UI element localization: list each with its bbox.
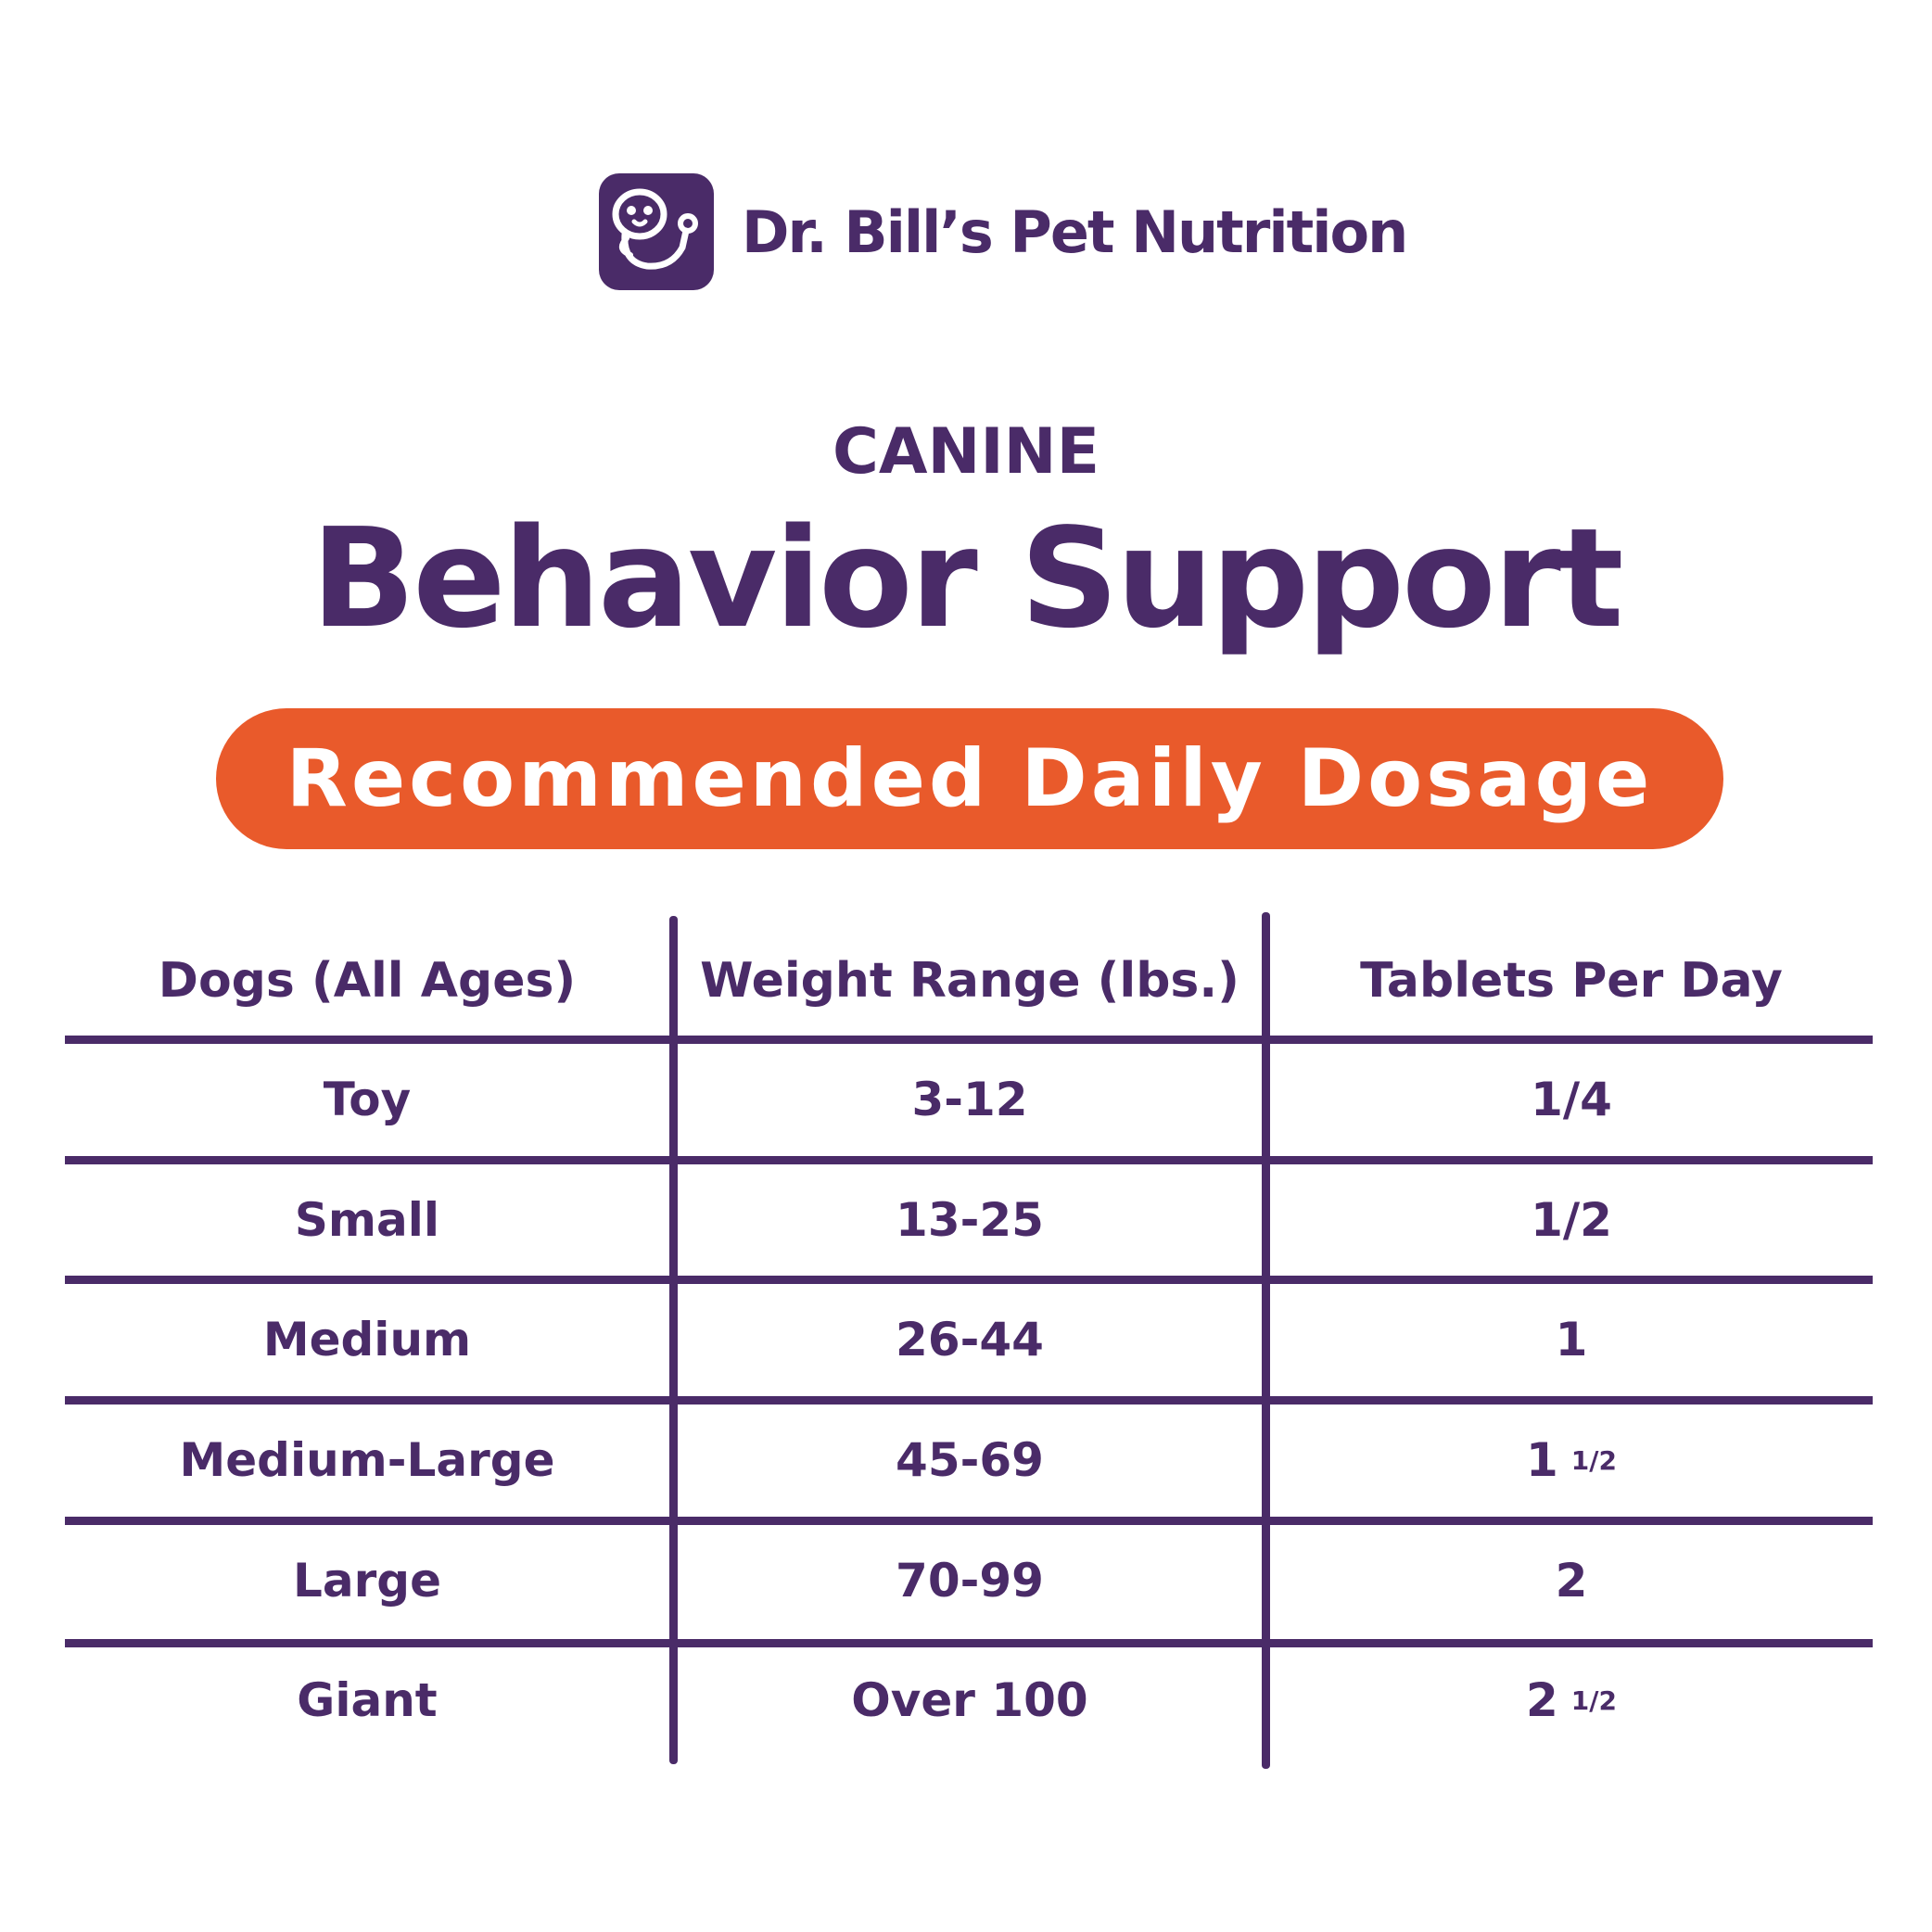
tablets-value: 2 (1526, 1673, 1558, 1727)
brand-name: Dr. Bill’s Pet Nutrition (742, 197, 1408, 266)
dog-size-cell: Toy (323, 1073, 412, 1126)
header-weight: Weight Range (lbs.) (700, 953, 1239, 1009)
tablets-fraction: 1/2 (1570, 1684, 1617, 1716)
tablets-value: 2 (1555, 1554, 1588, 1608)
tablets-value: 1 (1555, 1313, 1588, 1366)
column-divider (669, 916, 678, 1764)
tablets-cell: 2 1/2 (1270, 1645, 1873, 1756)
weight-range-cell: 45-69 (896, 1433, 1044, 1487)
row-divider (65, 1517, 1873, 1525)
tablets-value: 1 (1526, 1433, 1558, 1487)
dog-size-cell: Medium (262, 1313, 472, 1366)
header-dogs: Dogs (All Ages) (158, 953, 577, 1009)
row-divider (65, 1396, 1873, 1405)
tablets-cell: 1/4 (1270, 1044, 1873, 1155)
dog-size-cell: Large (293, 1554, 441, 1608)
dosage-banner-label: Recommended Daily Dosage (286, 732, 1654, 825)
tablets-cell: 1/2 (1270, 1164, 1873, 1276)
tablets-cell: 1 1/2 (1270, 1405, 1873, 1516)
tablets-value: 1/2 (1531, 1193, 1612, 1247)
weight-range-cell: 13-25 (896, 1193, 1044, 1247)
page-title: Behavior Support (311, 499, 1623, 658)
row-divider (65, 1276, 1873, 1284)
weight-range-cell: 26-44 (896, 1313, 1044, 1366)
tablets-cell: 2 (1270, 1525, 1873, 1636)
header-tablets: Tablets Per Day (1360, 953, 1783, 1009)
row-divider (65, 1639, 1873, 1647)
tablets-fraction: 1/2 (1570, 1444, 1617, 1476)
dog-stethoscope-icon (599, 173, 714, 290)
dog-size-cell: Small (294, 1193, 440, 1247)
tablets-cell: 1 (1270, 1284, 1873, 1395)
tablets-value: 1/4 (1531, 1073, 1612, 1126)
dosage-banner: Recommended Daily Dosage (216, 708, 1723, 849)
dog-size-cell: Giant (297, 1673, 438, 1727)
column-divider (1262, 912, 1270, 1769)
brand: Dr. Bill’s Pet Nutrition (599, 173, 1408, 290)
product-category: CANINE (832, 415, 1100, 489)
weight-range-cell: Over 100 (851, 1673, 1088, 1727)
weight-range-cell: 3-12 (911, 1073, 1028, 1126)
row-divider (65, 1156, 1873, 1164)
row-divider (65, 1036, 1873, 1044)
dog-size-cell: Medium-Large (179, 1433, 555, 1487)
weight-range-cell: 70-99 (896, 1554, 1044, 1608)
